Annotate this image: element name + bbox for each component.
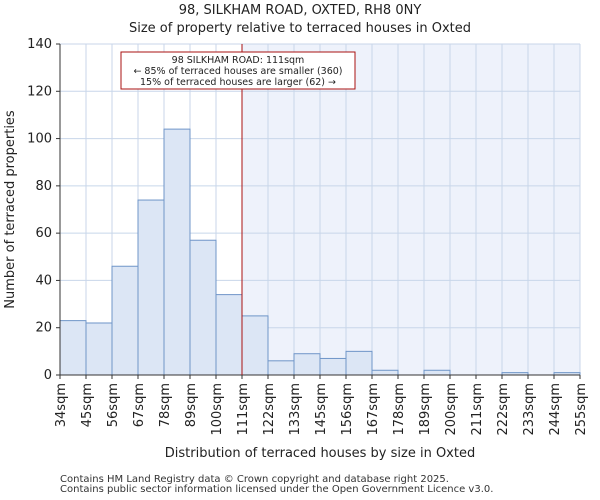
annotation-frame bbox=[120, 51, 356, 90]
chart-subtitle: Size of property relative to terraced ho… bbox=[128, 21, 472, 36]
bar bbox=[85, 322, 113, 376]
bar bbox=[371, 369, 399, 376]
x-tick-label: 211sqm bbox=[470, 383, 485, 436]
x-axis-label: Distribution of terraced houses by size … bbox=[165, 446, 475, 461]
y-tick-label: 40 bbox=[35, 273, 52, 288]
highlight-region bbox=[242, 44, 580, 375]
bar bbox=[59, 320, 87, 376]
x-tick-label: 244sqm bbox=[548, 383, 563, 436]
x-tick-label: 200sqm bbox=[444, 383, 459, 436]
x-tick-label: 34sqm bbox=[54, 383, 69, 427]
footer-licence: Contains public sector information licen… bbox=[60, 484, 494, 495]
bar bbox=[241, 315, 269, 376]
annotation-title: 98 SILKHAM ROAD: 111sqm bbox=[172, 55, 305, 66]
y-tick-label: 0 bbox=[44, 368, 52, 383]
bar bbox=[423, 369, 451, 376]
bar bbox=[111, 265, 139, 376]
x-tick-label: 145sqm bbox=[314, 383, 329, 436]
annotation-larger: 15% of terraced houses are larger (62) → bbox=[140, 77, 336, 88]
bar bbox=[189, 239, 217, 376]
x-tick-label: 178sqm bbox=[392, 383, 407, 436]
x-tick-label: 133sqm bbox=[288, 383, 303, 436]
x-tick-label: 67sqm bbox=[132, 383, 147, 427]
x-tick-label: 222sqm bbox=[496, 383, 511, 436]
y-tick-label: 80 bbox=[35, 179, 52, 194]
x-tick-label: 56sqm bbox=[106, 383, 121, 427]
x-tick-label: 111sqm bbox=[236, 383, 251, 436]
x-tick-label: 45sqm bbox=[80, 383, 95, 427]
y-axis-label: Number of terraced properties bbox=[3, 110, 18, 309]
bar bbox=[163, 128, 191, 376]
bar bbox=[137, 199, 165, 376]
chart-title: 98, SILKHAM ROAD, OXTED, RH8 0NY bbox=[178, 3, 422, 18]
x-tick-label: 255sqm bbox=[574, 383, 589, 436]
y-tick-label: 20 bbox=[35, 321, 52, 336]
annotation-box: 98 SILKHAM ROAD: 111sqm← 85% of terraced… bbox=[120, 51, 356, 90]
x-tick-label: 167sqm bbox=[366, 383, 381, 436]
x-tick-label: 233sqm bbox=[522, 383, 537, 436]
y-tick-label: 120 bbox=[27, 84, 52, 99]
footer-copyright: Contains HM Land Registry data © Crown c… bbox=[60, 474, 449, 485]
x-tick-label: 189sqm bbox=[418, 383, 433, 436]
annotation-smaller: ← 85% of terraced houses are smaller (36… bbox=[133, 66, 342, 77]
y-tick-label: 60 bbox=[35, 226, 52, 241]
y-tick-label: 100 bbox=[27, 132, 52, 147]
x-tick-label: 100sqm bbox=[210, 383, 225, 436]
y-tick-label: 140 bbox=[27, 37, 52, 52]
bar bbox=[293, 353, 321, 376]
bar bbox=[267, 360, 295, 376]
bar bbox=[319, 357, 347, 376]
bar bbox=[345, 350, 373, 376]
bar bbox=[215, 294, 243, 376]
x-tick-label: 89sqm bbox=[184, 383, 199, 427]
x-tick-label: 78sqm bbox=[158, 383, 173, 427]
x-tick-label: 156sqm bbox=[340, 383, 355, 436]
x-tick-label: 122sqm bbox=[262, 383, 277, 436]
